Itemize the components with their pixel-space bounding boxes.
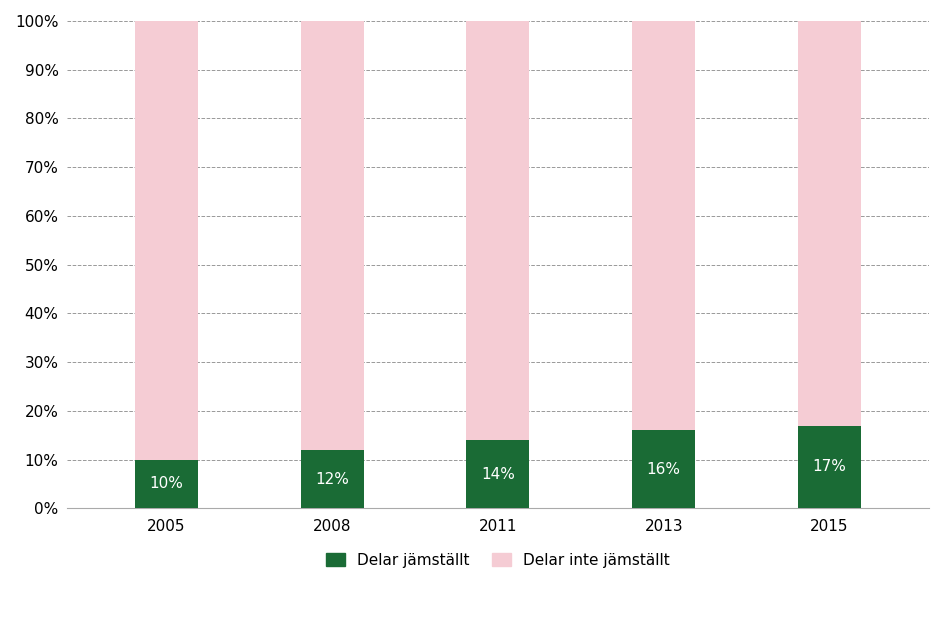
Bar	[300, 21, 363, 450]
Legend: Delar jämställt, Delar inte jämställt: Delar jämställt, Delar inte jämställt	[320, 546, 676, 574]
Bar	[466, 440, 530, 509]
Bar	[798, 426, 861, 509]
Text: 10%: 10%	[149, 476, 183, 491]
Bar	[135, 460, 198, 509]
Text: 12%: 12%	[315, 472, 349, 486]
Bar	[798, 21, 861, 426]
Bar	[466, 21, 530, 440]
Bar	[632, 21, 695, 430]
Text: 16%: 16%	[647, 462, 681, 477]
Bar	[300, 450, 363, 509]
Bar	[135, 21, 198, 460]
Text: 14%: 14%	[481, 467, 514, 482]
Bar	[632, 430, 695, 509]
Text: 17%: 17%	[813, 459, 847, 475]
